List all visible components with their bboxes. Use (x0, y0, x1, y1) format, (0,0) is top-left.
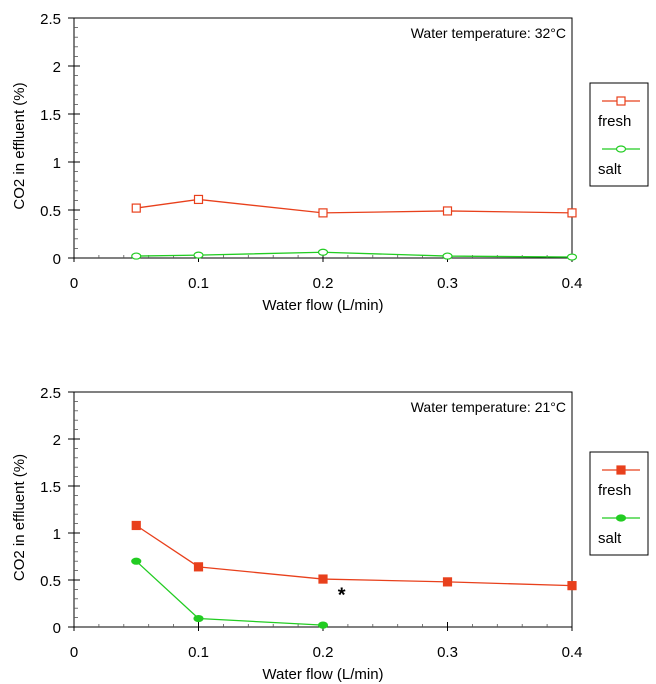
y-tick-label: 2.5 (40, 11, 61, 28)
x-axis-title: Water flow (L/min) (262, 666, 383, 683)
data-point-fresh (442, 577, 453, 587)
plot-area (73, 391, 573, 628)
series-line-fresh (135, 524, 573, 587)
data-point-salt (131, 252, 142, 260)
series-line-salt (135, 560, 324, 626)
chart-2: 0 0.5 1 1.5 2 2.5 0 0.1 0.2 0.3 0.4 Water flow (L/m… (11, 385, 649, 683)
y-tick-label: 1.5 (40, 479, 61, 496)
data-point-fresh (318, 208, 328, 218)
data-point-fresh (193, 194, 204, 205)
legend: fresh salt (589, 82, 649, 187)
x-tick-label: 0 (70, 644, 78, 661)
data-point-salt (193, 614, 204, 623)
data-point-salt (317, 248, 329, 256)
data-point-fresh (442, 206, 453, 216)
x-tick-label: 0.4 (562, 644, 583, 661)
temperature-annotation: Water temperature: 21°C (411, 399, 566, 415)
x-tick-label: 0.2 (313, 275, 334, 292)
legend: fresh salt (589, 451, 649, 556)
data-point-fresh (131, 203, 141, 213)
data-point-salt (566, 253, 578, 261)
y-tick-label: 2 (53, 432, 61, 449)
data-point-salt (131, 557, 142, 565)
plot-area (73, 17, 573, 259)
legend-label-fresh: fresh (598, 113, 631, 130)
x-tick-label: 0.3 (437, 644, 458, 661)
data-point-fresh (567, 208, 577, 218)
chart-1: 0 0.5 1 1.5 2 2.5 0 0.1 0.2 0.3 0.4 Water flow (L/m… (11, 11, 649, 314)
y-axis-title: CO2 in effluent (%) (11, 82, 28, 209)
y-tick-label: 2.5 (40, 385, 61, 402)
legend-marker-salt (615, 145, 627, 153)
legend-marker-fresh (616, 465, 626, 475)
data-point-fresh (567, 581, 577, 591)
x-tick-label: 0.4 (562, 275, 583, 292)
y-tick-label: 0.5 (40, 203, 61, 220)
x-tick-label: 0.2 (313, 644, 334, 661)
y-tick-label: 0 (53, 251, 61, 268)
legend-marker-salt (615, 514, 627, 522)
y-tick-label: 1 (53, 155, 61, 172)
legend-marker-fresh (616, 96, 626, 106)
legend-label-salt: salt (598, 161, 622, 178)
y-tick-label: 0 (53, 620, 61, 637)
note-asterisk: * (338, 585, 346, 607)
data-point-fresh (318, 574, 328, 584)
y-tick-label: 1 (53, 526, 61, 543)
y-tick-label: 1.5 (40, 107, 61, 124)
data-point-salt (317, 621, 329, 629)
data-point-salt (442, 252, 453, 260)
data-point-salt (193, 251, 204, 259)
data-point-fresh (193, 562, 204, 572)
x-axis-title: Water flow (L/min) (262, 297, 383, 314)
x-tick-label: 0.3 (437, 275, 458, 292)
y-tick-label: 2 (53, 59, 61, 76)
x-tick-label: 0 (70, 275, 78, 292)
x-tick-label: 0.1 (188, 644, 209, 661)
legend-label-salt: salt (598, 530, 622, 547)
legend-label-fresh: fresh (598, 482, 631, 499)
y-tick-label: 0.5 (40, 573, 61, 590)
data-point-fresh (131, 520, 141, 531)
x-tick-label: 0.1 (188, 275, 209, 292)
y-axis-title: CO2 in effluent (%) (11, 454, 28, 581)
temperature-annotation: Water temperature: 32°C (411, 25, 566, 41)
